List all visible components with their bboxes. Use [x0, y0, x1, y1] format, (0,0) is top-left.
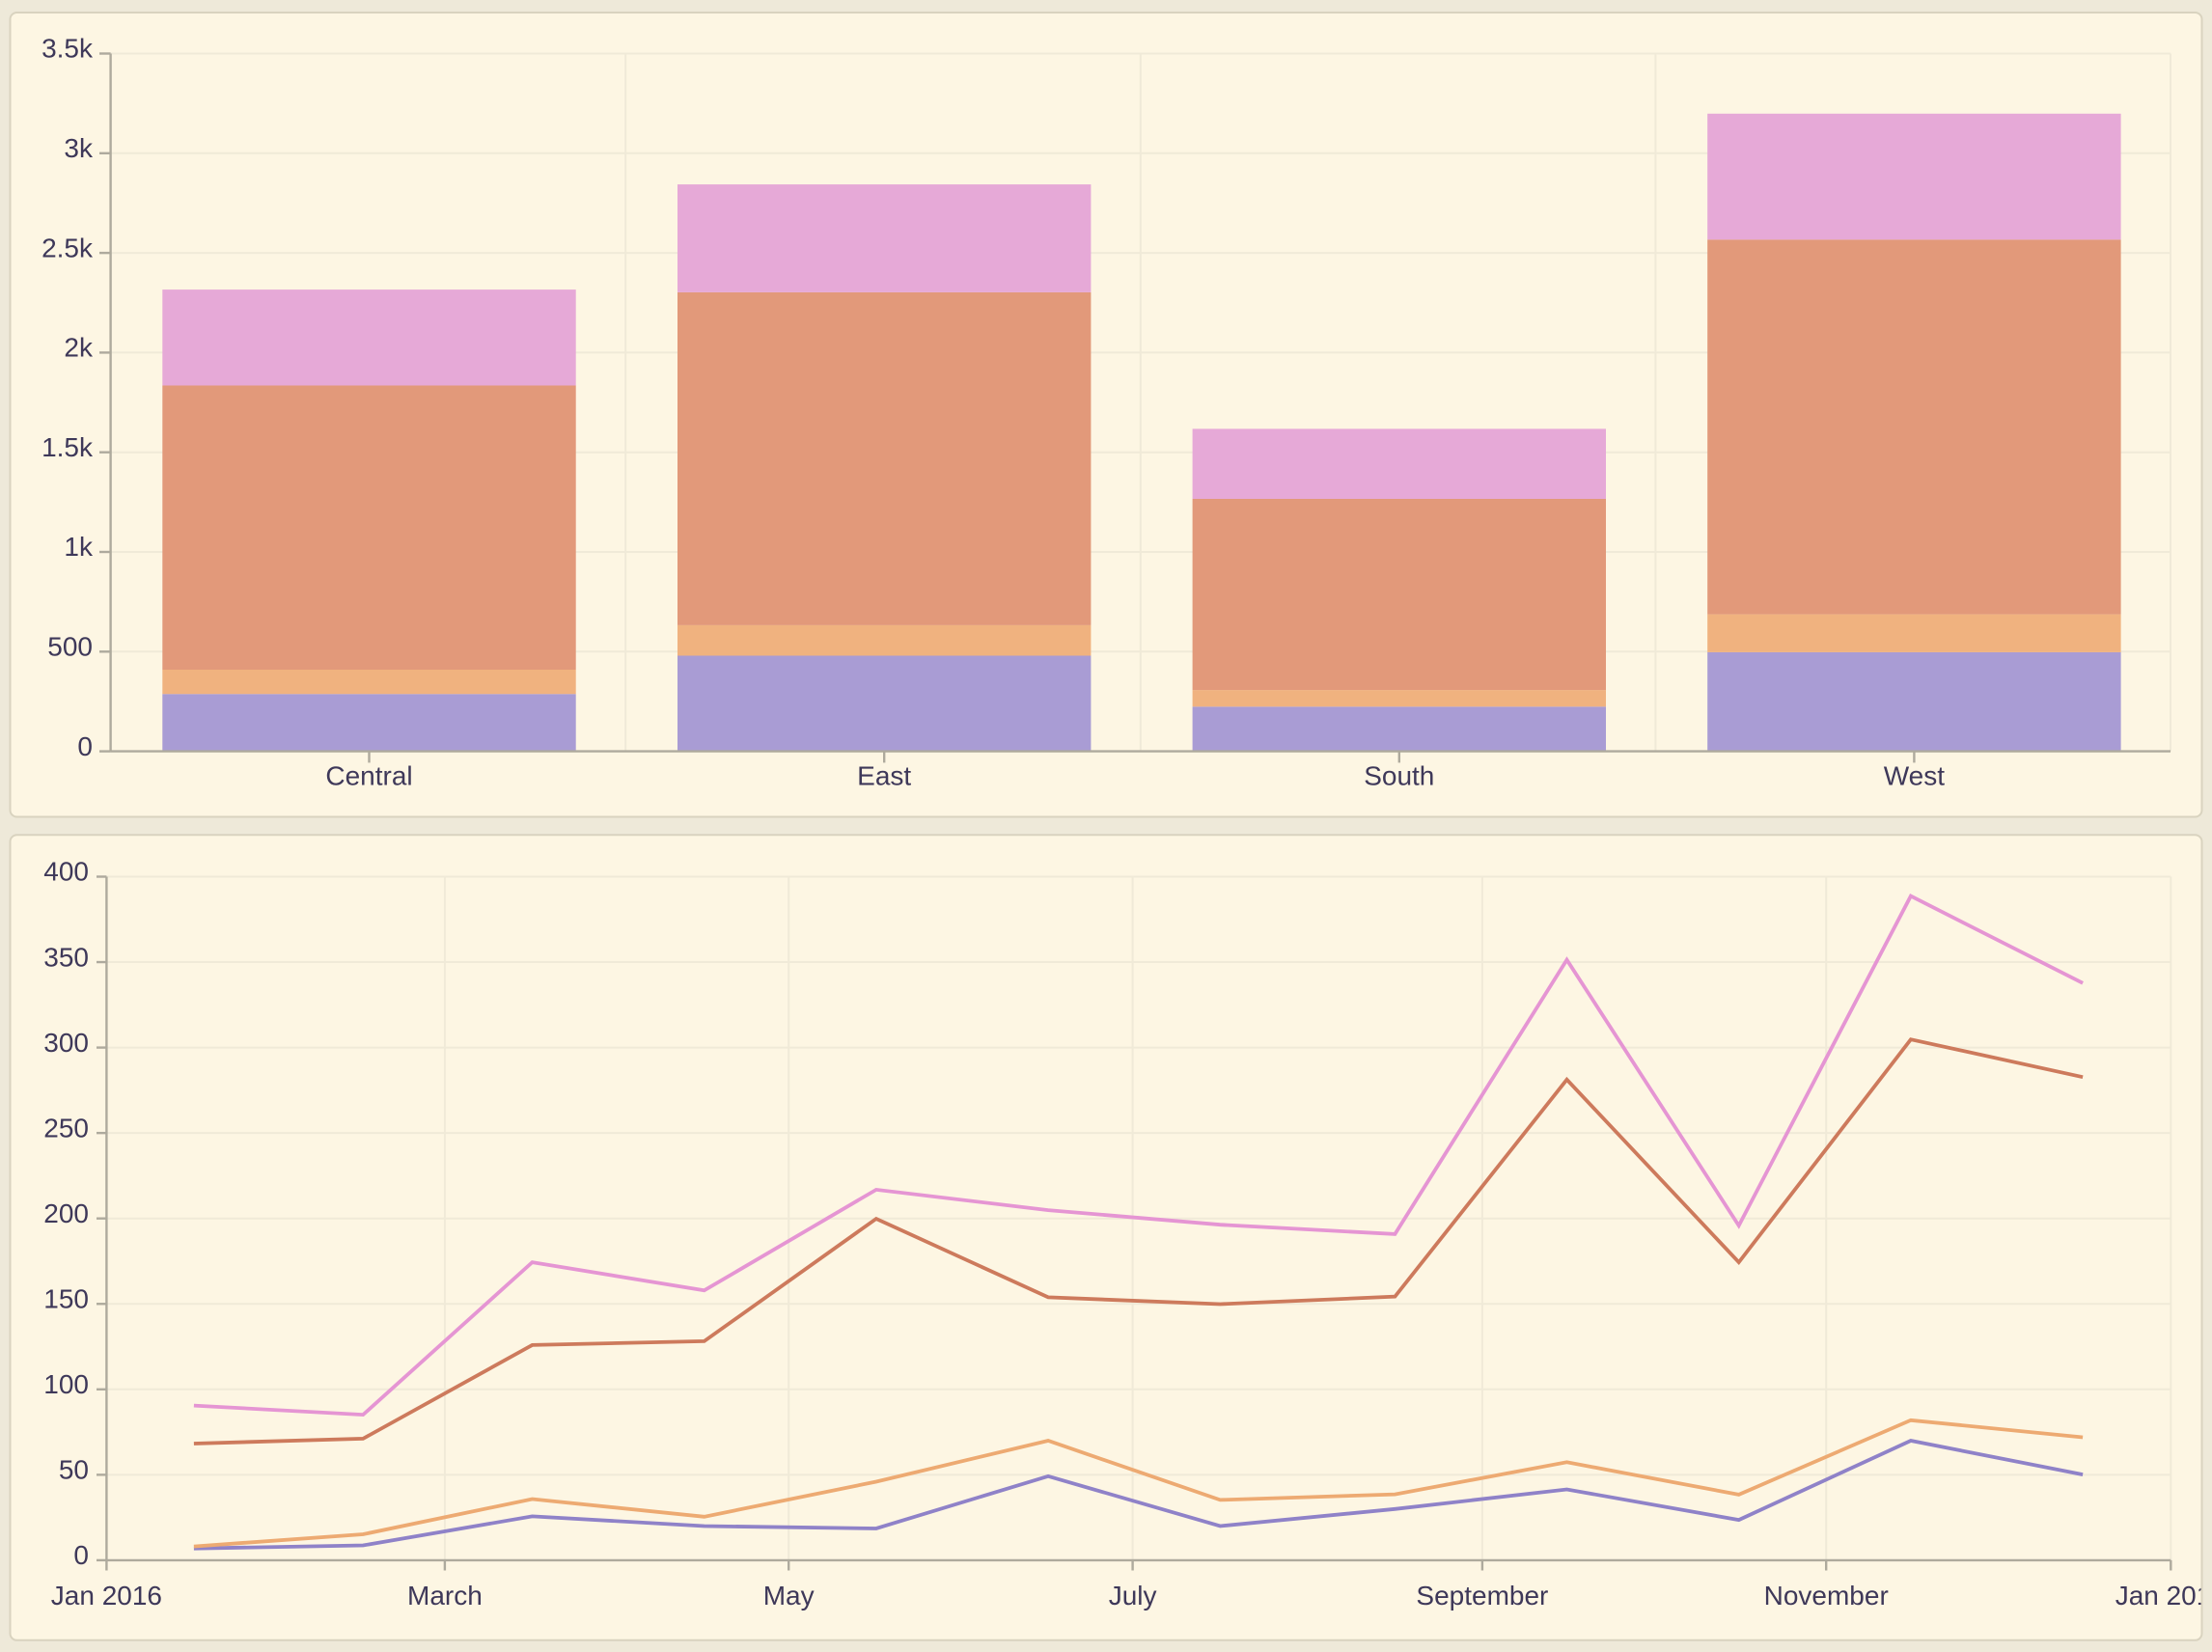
svg-text:Central: Central: [325, 761, 412, 791]
svg-text:100: 100: [43, 1369, 89, 1399]
svg-text:300: 300: [43, 1028, 89, 1058]
svg-text:1.5k: 1.5k: [41, 432, 94, 462]
svg-text:Jan 2017: Jan 2017: [2115, 1581, 2212, 1611]
svg-text:September: September: [1416, 1581, 1548, 1611]
svg-text:West: West: [1884, 761, 1945, 791]
svg-text:0: 0: [73, 1540, 89, 1570]
svg-text:250: 250: [43, 1113, 89, 1143]
svg-text:March: March: [407, 1581, 483, 1611]
svg-text:2k: 2k: [64, 333, 94, 363]
svg-text:200: 200: [43, 1198, 89, 1228]
svg-text:July: July: [1109, 1581, 1157, 1611]
svg-text:350: 350: [43, 942, 89, 972]
svg-text:2.5k: 2.5k: [41, 233, 94, 262]
svg-text:1k: 1k: [64, 532, 94, 562]
svg-text:East: East: [857, 761, 911, 791]
svg-text:50: 50: [59, 1455, 89, 1485]
svg-text:0: 0: [77, 731, 93, 761]
svg-text:400: 400: [43, 857, 89, 887]
svg-text:3k: 3k: [64, 133, 94, 163]
svg-text:Jan 2016: Jan 2016: [51, 1581, 162, 1611]
svg-text:November: November: [1764, 1581, 1889, 1611]
svg-text:May: May: [763, 1581, 815, 1611]
svg-text:South: South: [1364, 761, 1434, 791]
svg-text:150: 150: [43, 1283, 89, 1313]
svg-text:500: 500: [47, 632, 93, 662]
svg-text:3.5k: 3.5k: [41, 34, 94, 64]
